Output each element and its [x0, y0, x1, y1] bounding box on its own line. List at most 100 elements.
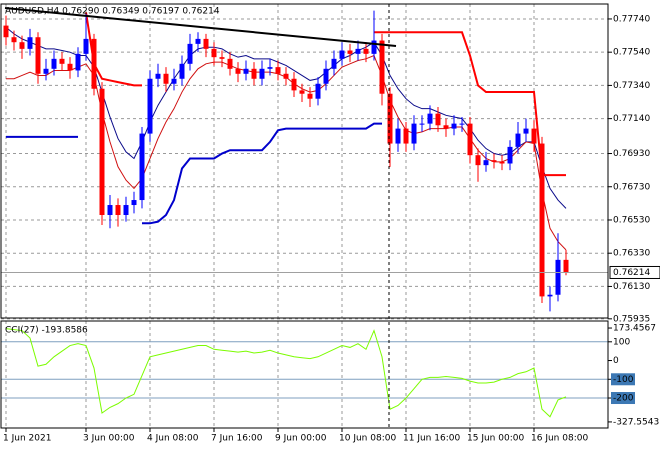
candle-body	[499, 161, 505, 164]
candle-body	[515, 133, 521, 147]
candle-body	[251, 68, 257, 79]
candle-body	[235, 68, 241, 74]
y-tick-label: -200	[613, 394, 634, 404]
y-tick-label: 0.76530	[613, 215, 650, 225]
candle-body	[555, 259, 561, 295]
candle-body	[203, 38, 209, 49]
candle-body	[531, 128, 537, 144]
candle-body	[307, 93, 313, 99]
candle-body	[459, 123, 465, 125]
candle-body	[123, 205, 129, 215]
candle-body	[475, 155, 481, 166]
candle-body	[3, 25, 9, 38]
candle-body	[507, 146, 513, 164]
x-tick-label: 3 Jun 00:00	[83, 434, 135, 444]
x-tick-label: 10 Jun 08:00	[339, 434, 396, 444]
indicator-title: CCI(27) -193.8586	[5, 326, 88, 336]
y-tick-label: 0	[613, 356, 619, 366]
candle-body	[179, 63, 185, 79]
y-tick-label: 0.77540	[613, 48, 650, 58]
tick-label-box	[611, 373, 635, 386]
candle-body	[155, 73, 161, 79]
y-tick-label: -327.5543	[613, 417, 659, 427]
candle-body	[371, 40, 377, 54]
candle-body	[355, 48, 361, 54]
candle-body	[539, 143, 545, 297]
x-tick-label: 11 Jun 16:00	[403, 434, 460, 444]
candle-body	[451, 123, 457, 129]
candle-body	[491, 160, 497, 162]
candle-body	[339, 50, 345, 59]
candle-body	[91, 38, 97, 89]
candle-body	[99, 88, 105, 215]
y-tick-label: 0.76330	[613, 249, 650, 259]
indicator-line	[5, 328, 567, 418]
trend-line	[4, 7, 397, 47]
x-tick-label: 16 Jun 08:00	[531, 434, 588, 444]
candle-body	[35, 37, 41, 74]
x-tick-label: 1 Jun 2021	[3, 434, 51, 444]
candle-body	[227, 58, 233, 69]
x-tick-label: 15 Jun 00:00	[467, 434, 524, 444]
candle-body	[243, 68, 249, 74]
last-price-label: 0.76214	[613, 268, 650, 278]
cci-panel-border	[0, 320, 609, 429]
candle-body	[299, 90, 305, 94]
indicator-line	[5, 26, 567, 209]
candle-body	[27, 37, 33, 49]
candle-body	[67, 63, 73, 71]
candle-body	[259, 68, 265, 79]
candle-body	[547, 294, 553, 297]
candle-body	[171, 78, 177, 84]
y-tick-label: 0.76130	[613, 282, 650, 292]
candle-body	[43, 68, 49, 74]
candle-body	[379, 40, 385, 94]
candle-body	[107, 205, 113, 215]
candle-body	[403, 128, 409, 144]
indicator-line	[374, 31, 566, 177]
candle-body	[131, 200, 137, 206]
candle-body	[483, 160, 489, 166]
candle-body	[291, 78, 297, 91]
candle-body	[467, 123, 473, 156]
candle-body	[275, 67, 281, 74]
candle-body	[19, 42, 25, 49]
candle-body	[219, 57, 225, 59]
x-tick-label: 4 Jun 08:00	[147, 434, 199, 444]
y-tick-label: 0.76730	[613, 182, 650, 192]
candle-body	[411, 123, 417, 144]
candle-body	[283, 73, 289, 79]
candle-body	[59, 58, 65, 64]
candle-body	[187, 43, 193, 64]
y-tick-label: 173.4567	[613, 324, 656, 334]
candle-body	[51, 58, 57, 69]
candle-body	[211, 48, 217, 58]
candle-body	[267, 67, 273, 69]
candle-body	[147, 78, 153, 134]
candle-body	[347, 50, 353, 54]
main-panel-border	[0, 3, 609, 319]
y-tick-label: -100	[613, 375, 634, 385]
y-tick-label: 0.76930	[613, 149, 650, 159]
candle-body	[315, 83, 321, 99]
x-tick-label: 7 Jun 16:00	[211, 434, 263, 444]
candle-body	[387, 93, 393, 144]
y-tick-label: 100	[613, 337, 630, 347]
candle-body	[115, 205, 121, 215]
candle-body	[427, 113, 433, 124]
y-tick-label: 0.77740	[613, 14, 650, 24]
candle-body	[83, 38, 89, 54]
x-tick-label: 9 Jun 00:00	[275, 434, 327, 444]
candle-body	[419, 123, 425, 125]
last-price-box	[609, 265, 660, 279]
candle-body	[331, 58, 337, 69]
y-tick-label: 0.77140	[613, 114, 650, 124]
candle-body	[139, 133, 145, 201]
y-tick-label: 0.75935	[613, 314, 650, 324]
candle-body	[163, 73, 169, 84]
candle-body	[363, 48, 369, 54]
candle-body	[395, 128, 401, 144]
candle-body	[435, 113, 441, 126]
